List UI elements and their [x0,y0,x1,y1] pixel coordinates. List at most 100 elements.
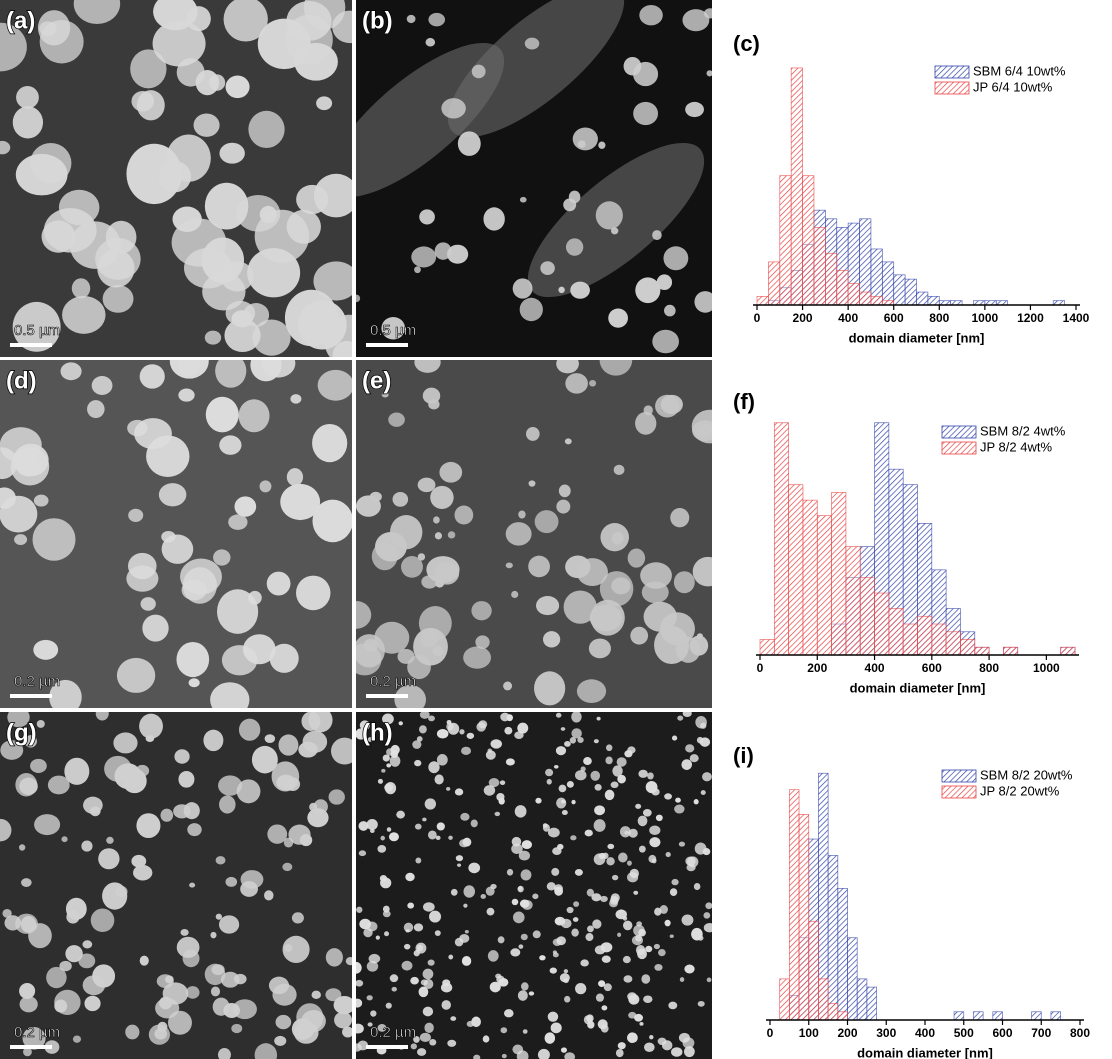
domain [696,736,704,744]
domain [546,778,552,785]
domain [389,974,399,983]
domain [590,770,601,781]
domain [434,930,441,936]
domain [594,805,606,816]
domain [517,990,528,1001]
domain [518,850,531,861]
domain [286,468,304,487]
domain [654,964,663,971]
domain [514,805,527,818]
domain [534,671,566,706]
domain [435,835,441,841]
domain [406,14,416,24]
domain [547,827,560,838]
domain [563,969,569,974]
x-tick-label: 300 [876,1026,896,1040]
panel-label: (a) [6,7,35,34]
legend-label: SBM 6/4 10wt% [973,63,1066,78]
domain [405,872,415,882]
domain [259,480,272,493]
domain [535,797,542,804]
domain [641,581,669,604]
domain [330,737,352,765]
domain [564,1052,576,1059]
domain [215,856,226,865]
domain [671,878,679,886]
domain [549,967,557,974]
domain [500,1027,508,1034]
domain [2,908,12,918]
histogram-bar [1031,1011,1042,1021]
domain [563,590,597,624]
histogram-bar [788,484,804,656]
domain [574,868,583,876]
domain [454,937,464,947]
domain [671,1047,683,1057]
domain [219,795,236,814]
domain [528,991,535,996]
domain [375,935,380,940]
domain [127,419,148,437]
domain [604,789,615,801]
domain [518,510,526,519]
domain [517,722,529,734]
domain [448,835,453,840]
domain [388,412,405,427]
domain [461,956,472,966]
domain [610,227,619,235]
histogram-bar [856,978,868,1021]
domain [659,905,668,914]
scale-label: 0.2 µm [14,1024,60,1041]
domain [224,318,261,353]
domain [652,230,662,241]
domain [572,127,598,151]
histogram-bar [888,608,904,656]
x-axis-label: domain diameter [nm] [849,330,985,345]
domain [102,882,128,910]
domain [386,763,392,768]
domain [564,995,571,1003]
domain [473,1054,481,1059]
domain [154,1028,168,1040]
histogram-bar [831,492,847,656]
histogram-bar [974,646,990,656]
domain [703,912,711,919]
domain [233,973,247,985]
domain [700,722,707,729]
domain [434,532,442,540]
domain [565,373,588,394]
domain [238,718,261,741]
domain [18,844,26,851]
domain [159,996,173,1010]
histogram-bar [870,296,883,306]
x-tick-label: 600 [922,661,942,675]
domain [204,330,222,345]
domain [664,793,672,800]
domain [0,140,11,155]
domain [649,1035,654,1040]
domain [675,636,701,663]
domain [463,885,476,898]
domain [640,562,672,589]
domain [526,426,540,441]
legend-swatch [941,425,977,439]
domain [555,712,562,718]
domain [633,101,659,126]
domain [649,825,661,836]
domain [140,597,156,611]
domain [593,819,606,832]
domain [131,854,147,868]
domain [424,1022,434,1033]
domain [183,247,233,289]
histogram-bar [881,261,895,306]
domain [677,715,684,721]
domain [217,1048,231,1059]
domain [433,516,440,524]
domain [397,649,415,664]
domain [577,736,584,743]
domain [685,856,696,866]
histogram-bar [827,1003,839,1021]
legend-swatch [934,81,970,95]
domain [547,1011,559,1022]
